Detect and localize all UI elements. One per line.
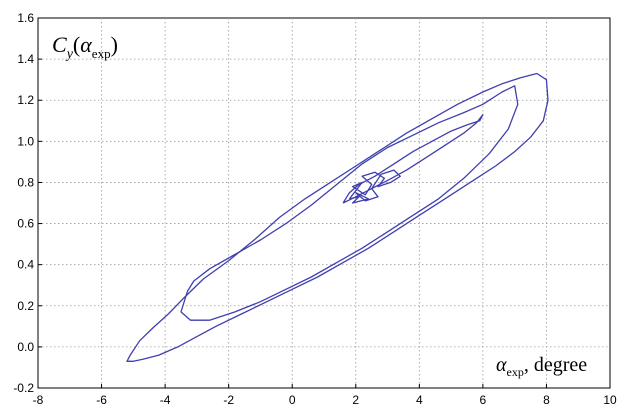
x-axis-symbol-sub: exp: [507, 365, 524, 379]
y-axis-arg: α: [80, 32, 92, 57]
x-tick-label: -2: [223, 393, 234, 407]
x-tick-label: 4: [416, 393, 423, 407]
x-tick-label: -6: [96, 393, 107, 407]
y-axis-symbol-sub: y: [65, 47, 74, 62]
x-tick-label: 6: [480, 393, 487, 407]
y-axis-symbol: C: [52, 32, 67, 57]
y-axis-open: (: [73, 32, 80, 57]
x-tick-label: 0: [289, 393, 296, 407]
y-tick-label: 0.4: [17, 258, 34, 272]
y-axis-close: ): [111, 32, 118, 57]
series-group: [126, 72, 549, 362]
x-tick-labels: -8 -6 -4 -2 0 2 4 6 8 10: [33, 393, 617, 407]
y-tick-label: 0.2: [17, 299, 34, 313]
series-line-1: [126, 72, 549, 362]
x-tick-label: 10: [603, 393, 617, 407]
grid: [37, 17, 611, 389]
y-tick-label: 0.8: [17, 175, 34, 189]
series-line-4: [348, 169, 401, 204]
y-tick-label: 1.6: [17, 11, 34, 25]
y-tick-label: 1.4: [17, 52, 34, 66]
x-tick-label: 2: [352, 393, 359, 407]
y-tick-label: 0.6: [17, 217, 34, 231]
x-axis-symbol: α: [496, 354, 507, 376]
y-tick-label: 0.0: [17, 340, 34, 354]
x-axis-label: αexp, degree: [496, 354, 587, 379]
y-tick-label: 1.0: [17, 134, 34, 148]
y-tick-label: 1.2: [17, 93, 34, 107]
y-tick-label: -0.2: [13, 381, 34, 395]
series-line-2: [180, 85, 519, 321]
x-tick-label: -8: [33, 393, 44, 407]
y-axis-arg-sub: exp: [92, 46, 111, 61]
x-axis-suffix: , degree: [524, 354, 587, 376]
x-tick-label: -4: [160, 393, 171, 407]
y-axis-label: Cy(αexp): [52, 32, 118, 62]
plot-frame: [37, 17, 611, 389]
x-tick-label: 8: [543, 393, 550, 407]
y-tick-labels: -0.2 0.0 0.2 0.4 0.6 0.8 1.0 1.2 1.4 1.6: [13, 11, 34, 395]
